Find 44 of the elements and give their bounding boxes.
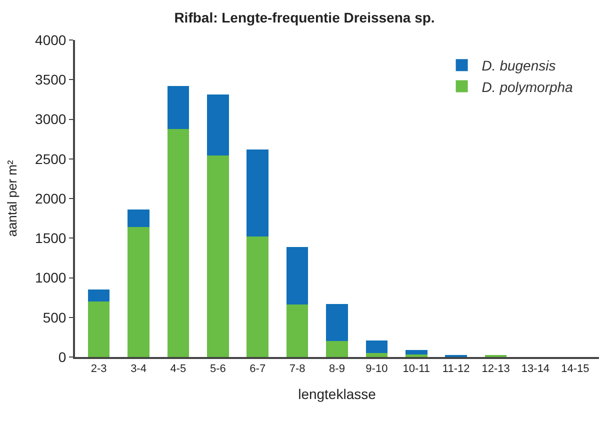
y-tick-label: 0 — [58, 348, 66, 365]
bar — [405, 350, 428, 355]
bar — [366, 340, 388, 354]
bar — [206, 156, 229, 357]
y-tick-label: 2000 — [35, 190, 66, 206]
x-tick-label: 6-7 — [250, 363, 266, 376]
chart-title: Rifbal: Lengte-frequentie Dreissena sp. — [174, 10, 435, 26]
x-axis-title: lengteklasse — [298, 386, 376, 402]
x-tick-label: 4-5 — [170, 363, 186, 376]
x-tick-label: 9-10 — [366, 363, 388, 376]
x-tick-label: 13-14 — [521, 363, 550, 376]
x-tick-label: 7-8 — [289, 363, 306, 376]
x-tick-label: 5-6 — [210, 363, 226, 376]
x-tick-label: 11-12 — [442, 363, 470, 376]
x-tick-label: 8-9 — [329, 363, 345, 376]
y-tick-label: 3000 — [35, 111, 66, 128]
x-tick-label: 14-15 — [561, 363, 590, 376]
bar — [167, 128, 190, 357]
y-tick-label: 2500 — [35, 150, 66, 167]
bar — [326, 341, 348, 357]
y-tick-label: 4000 — [35, 32, 66, 48]
y-tick-label: 1000 — [35, 270, 66, 286]
x-tick-label: 12-13 — [482, 363, 510, 376]
bar — [366, 353, 388, 357]
bar — [246, 236, 269, 357]
legend-label: D. polymorpha — [482, 78, 574, 95]
bar — [286, 304, 308, 357]
bar — [88, 302, 110, 357]
bar — [286, 246, 308, 305]
bar — [326, 304, 348, 342]
bar — [88, 290, 110, 302]
y-tick-label: 1500 — [35, 230, 66, 246]
legend-label: D. bugensis — [482, 58, 556, 74]
bar — [246, 149, 269, 237]
y-tick-label: 500 — [42, 309, 66, 326]
bar — [128, 210, 150, 228]
x-tick-label: 10-11 — [402, 363, 430, 376]
bar — [167, 86, 190, 129]
x-tick-label: 3-4 — [130, 363, 146, 376]
x-tick-label: 2-3 — [90, 363, 107, 376]
y-axis-title: aantal per m² — [4, 160, 20, 237]
bar — [206, 94, 229, 156]
bar — [128, 227, 150, 357]
y-tick-label: 3500 — [35, 72, 66, 88]
